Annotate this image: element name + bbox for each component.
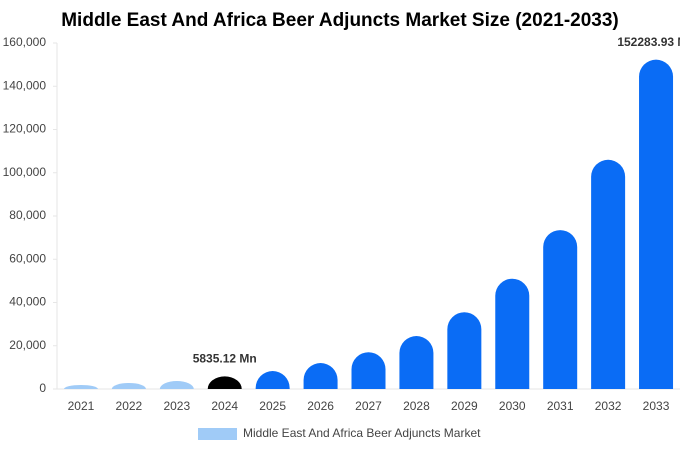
x-tick-label: 2028	[403, 399, 430, 413]
bar	[591, 159, 626, 389]
chart-title: Middle East And Africa Beer Adjuncts Mar…	[61, 10, 619, 31]
y-tick-label: 20,000	[9, 338, 46, 352]
bar	[303, 363, 338, 389]
x-tick-label: 2021	[68, 399, 95, 413]
legend-swatch	[198, 428, 237, 440]
bar	[351, 352, 386, 389]
y-tick-label: 100,000	[3, 165, 47, 179]
x-tick-label: 2023	[163, 399, 190, 413]
y-tick-label: 40,000	[9, 295, 46, 309]
bar	[159, 380, 194, 389]
bar	[639, 59, 674, 389]
x-tick-label: 2030	[499, 399, 526, 413]
x-tick-label: 2032	[595, 399, 622, 413]
value-label: 152283.93 Mn	[617, 35, 680, 49]
x-tick-label: 2033	[643, 399, 670, 413]
bar	[543, 230, 578, 389]
bar	[111, 382, 146, 389]
x-tick-label: 2029	[451, 399, 478, 413]
legend-label: Middle East And Africa Beer Adjuncts Mar…	[243, 426, 481, 440]
y-tick-label: 160,000	[3, 35, 47, 49]
x-tick-label: 2022	[116, 399, 143, 413]
x-tick-label: 2027	[355, 399, 382, 413]
y-tick-label: 0	[39, 381, 46, 395]
value-label: 5835.12 Mn	[193, 352, 257, 366]
x-tick-label: 2025	[259, 399, 286, 413]
y-tick-label: 80,000	[9, 208, 46, 222]
bar	[63, 384, 98, 389]
y-tick-label: 60,000	[9, 251, 46, 265]
bar	[399, 336, 434, 389]
bar	[495, 278, 530, 389]
x-tick-label: 2024	[211, 399, 238, 413]
bar	[255, 371, 290, 389]
y-tick-label: 140,000	[3, 78, 47, 92]
y-tick-label: 120,000	[3, 122, 47, 136]
x-tick-label: 2026	[307, 399, 334, 413]
x-tick-label: 2031	[547, 399, 574, 413]
bar	[207, 376, 242, 389]
bar	[447, 312, 482, 389]
